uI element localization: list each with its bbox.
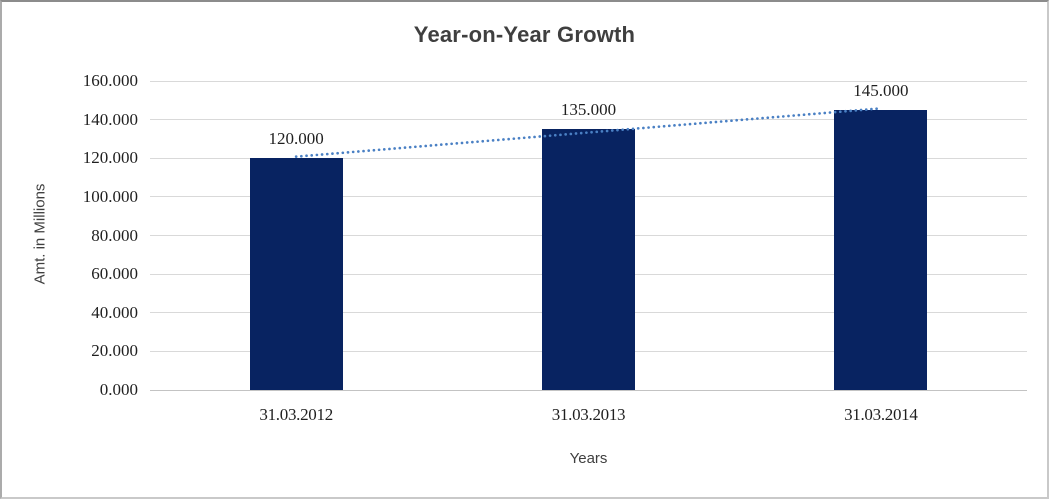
x-axis-title: Years [569, 450, 608, 467]
y-tick-label: 140.000 [82, 109, 138, 129]
bar-value-label: 135.000 [560, 100, 617, 120]
y-tick-label: 0.000 [99, 380, 138, 399]
gridline [150, 80, 1027, 82]
y-tick-label: 100.000 [82, 186, 138, 206]
bar [249, 158, 343, 390]
bar-value-label: 120.000 [268, 129, 324, 149]
bar-value-label: 145.000 [853, 80, 909, 100]
bar [542, 129, 635, 390]
y-tick-label: 160.000 [82, 71, 138, 90]
y-tick-label: 20.000 [91, 341, 138, 361]
x-tick-label: 31.03.2014 [844, 405, 918, 424]
y-tick-label: 120.000 [82, 148, 138, 168]
chart-title: Year-on-Year Growth [413, 22, 636, 47]
y-tick-label: 80.000 [91, 225, 138, 245]
x-tick-label: 31.03.2012 [259, 405, 333, 424]
gridline [150, 389, 1027, 391]
x-tick-label: 31.03.2013 [551, 405, 626, 424]
y-tick-label: 40.000 [91, 302, 138, 322]
bar [834, 109, 928, 390]
y-tick-label: 60.000 [91, 264, 138, 284]
